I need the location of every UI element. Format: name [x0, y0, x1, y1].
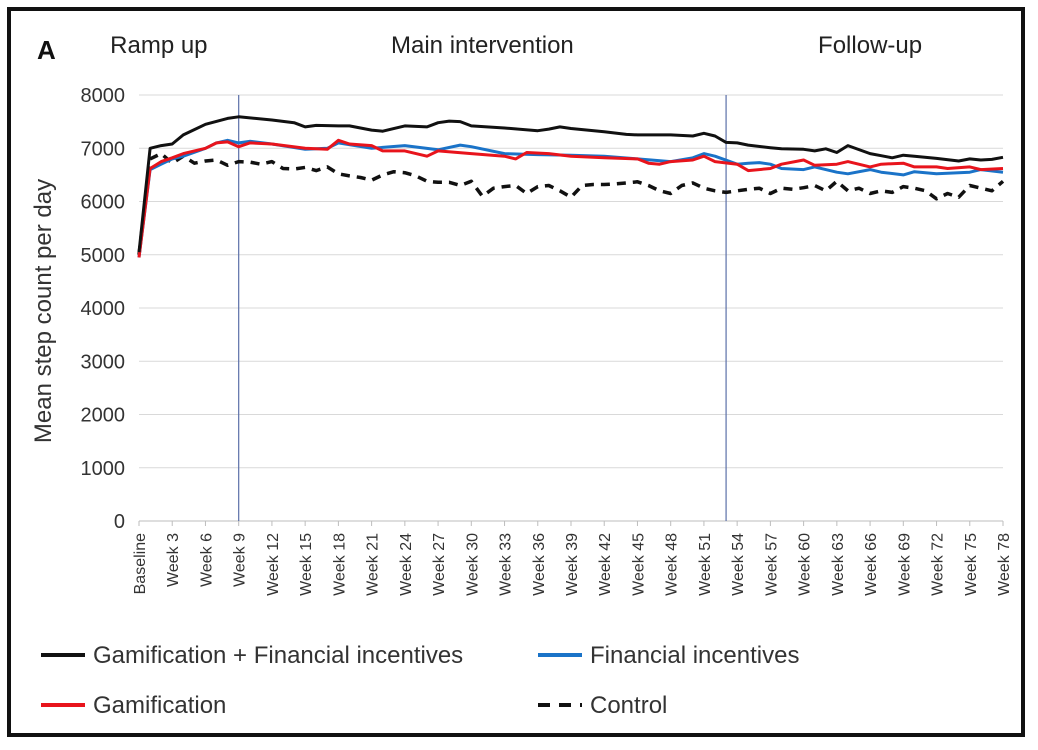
x-tick-label: Week 24: [398, 533, 415, 596]
x-tick-label: Week 18: [331, 533, 348, 596]
series-line: [137, 115, 1004, 253]
x-tick-label: Week 69: [896, 533, 913, 596]
x-tick-label: Week 45: [630, 533, 647, 596]
y-tick-label: 2000: [81, 405, 126, 427]
x-tick-label: Week 51: [697, 533, 714, 596]
x-tick-label: Week 48: [664, 533, 681, 596]
panel-letter: A: [37, 35, 56, 65]
legend-label: Gamification: [93, 692, 226, 719]
x-tick-label: Week 54: [730, 533, 747, 596]
x-tick-label: Week 36: [531, 533, 548, 596]
figure-frame: A Ramp up Main intervention Follow-up 0 100…: [7, 7, 1025, 737]
y-tick-label: 7000: [81, 138, 126, 160]
x-tick-label: Week 12: [265, 533, 282, 596]
x-tick-label: Week 78: [996, 533, 1013, 596]
phase-label: Follow-up: [818, 32, 922, 59]
legend-label: Control: [590, 692, 667, 719]
x-tick-label: Week 6: [198, 533, 215, 587]
y-tick-label: 4000: [81, 298, 126, 320]
y-axis-label: Mean step count per day: [30, 179, 57, 443]
x-tick-label: Week 3: [165, 533, 182, 587]
x-tick-label: Week 72: [930, 533, 947, 596]
x-tick-label: Week 33: [498, 533, 515, 596]
x-tick-label: Week 9: [232, 533, 249, 587]
x-tick-label: Week 66: [863, 533, 880, 596]
y-tick-label: 3000: [81, 351, 126, 373]
x-tick-label: Week 75: [963, 533, 980, 596]
x-tick-label: Week 60: [797, 533, 814, 596]
y-tick-label: 8000: [81, 85, 126, 107]
series-line: [137, 151, 1005, 256]
phase-label: Ramp up: [110, 32, 207, 59]
x-tick-label: Week 57: [763, 533, 780, 596]
series-line: [137, 138, 1004, 258]
x-tick-label: Week 39: [564, 533, 581, 596]
phase-label: Main intervention: [391, 32, 574, 59]
y-tick-label: 1000: [81, 458, 126, 480]
x-tick-label: Baseline: [132, 533, 149, 594]
y-tick-label: 6000: [81, 192, 126, 214]
legend-label: Financial incentives: [590, 642, 799, 669]
x-tick-label: Week 42: [597, 533, 614, 596]
chart: A Ramp up Main intervention Follow-up 0 100…: [30, 32, 1013, 719]
x-tick-label: Week 30: [464, 533, 481, 596]
x-tick-label: Week 15: [298, 533, 315, 596]
y-tick-label: 5000: [81, 245, 126, 267]
y-tick-label: 0: [114, 511, 125, 533]
legend-label: Gamification + Financial incentives: [93, 642, 463, 669]
x-tick-label: Week 63: [830, 533, 847, 596]
x-tick-label: Week 21: [365, 533, 382, 596]
series-line: [137, 138, 1004, 258]
x-tick-label: Week 27: [431, 533, 448, 596]
